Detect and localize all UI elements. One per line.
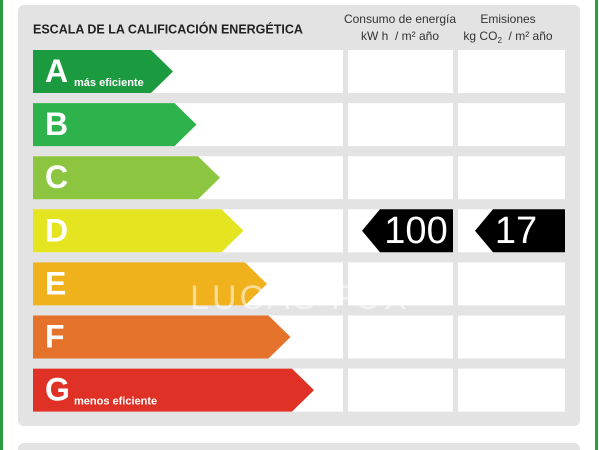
emissions-cell — [458, 103, 565, 147]
right-border — [595, 0, 598, 450]
emissions-value: 17 — [495, 210, 537, 252]
consumption-cell — [348, 368, 453, 412]
emissions-cell — [458, 368, 565, 412]
watermark: LUCAS FOX — [190, 279, 410, 317]
column-title: Consumo de energía — [344, 12, 456, 26]
grade-arrow — [33, 315, 291, 359]
grade-letter: E — [45, 265, 66, 301]
consumption-cell — [348, 315, 453, 359]
emissions-cell — [458, 262, 565, 306]
column-unit: kg CO2 / m² año — [463, 29, 552, 45]
grade-arrow — [33, 156, 220, 200]
consumption-cell — [348, 50, 453, 93]
consumption-arrow — [362, 209, 453, 253]
consumption-cell — [348, 103, 453, 147]
grade-label: más eficiente — [74, 77, 144, 89]
title: ESCALA DE LA CALIFICACIÓN ENERGÉTICA — [33, 21, 303, 36]
unit-sub: 2 — [497, 36, 502, 45]
left-border — [0, 0, 3, 450]
unit-prefix: kg CO — [463, 29, 497, 43]
grade-arrow — [33, 209, 244, 253]
emissions-cell — [458, 156, 565, 200]
consumption-cell — [348, 156, 453, 200]
column-unit: kW h / m² año — [361, 29, 439, 43]
column-title: Emisiones — [480, 12, 535, 26]
grade-letter: C — [45, 159, 68, 195]
grade-letter: F — [45, 318, 65, 354]
grade-letter: G — [45, 372, 70, 408]
unit-suffix: / m² año — [502, 29, 553, 43]
grade-arrow — [33, 50, 173, 93]
emissions-cell — [458, 50, 565, 93]
grade-letter: D — [45, 212, 68, 248]
grade-arrow — [33, 103, 197, 147]
grade-label: menos eficiente — [74, 396, 157, 408]
grade-letter: A — [45, 53, 68, 89]
emissions-cell — [458, 315, 565, 359]
emissions-arrow — [475, 209, 565, 253]
consumption-cell — [348, 262, 453, 306]
consumption-value: 100 — [384, 210, 447, 252]
grade-arrow — [33, 262, 267, 306]
bottom-panel — [18, 443, 580, 450]
grade-arrow — [33, 368, 314, 412]
grade-letter: B — [45, 106, 68, 142]
